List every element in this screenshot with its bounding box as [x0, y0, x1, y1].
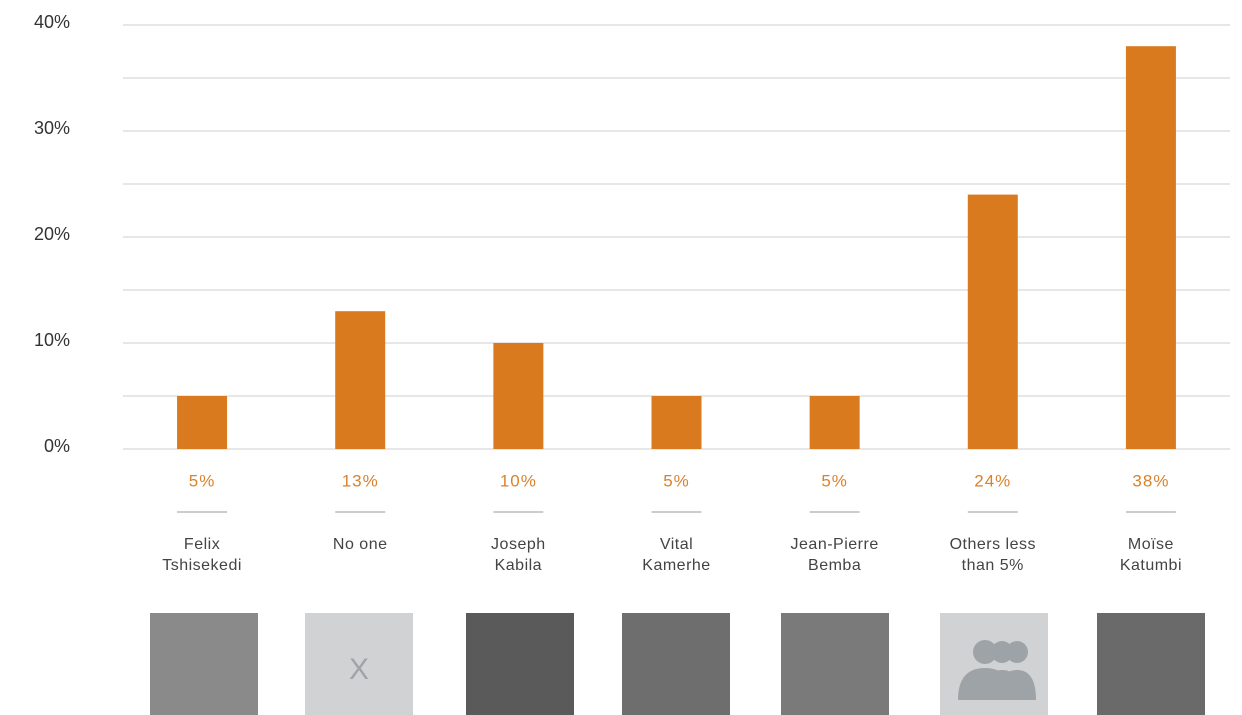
y-tick-label: 10% — [34, 330, 70, 350]
value-label: 10% — [500, 471, 537, 490]
photo — [781, 613, 889, 715]
people-icon — [958, 640, 1036, 700]
category-label: Moïse Katumbi — [1119, 536, 1183, 574]
bar — [493, 343, 544, 449]
photo — [466, 613, 574, 715]
bar — [651, 396, 702, 449]
value-label: 5% — [821, 471, 848, 490]
photo-placeholder — [305, 613, 413, 715]
photos: X — [150, 613, 1205, 715]
value-label: 13% — [342, 471, 379, 490]
category-label: Joseph Kabila — [491, 536, 546, 574]
category-label: Others less than 5% — [949, 536, 1036, 574]
category-label: Felix Tshisekedi — [162, 536, 242, 574]
photo — [1097, 613, 1205, 715]
y-tick-label: 20% — [34, 224, 70, 244]
category-label: Vital Kamerhe — [642, 536, 711, 574]
category-label: Jean-Pierre Bemba — [790, 536, 879, 574]
category-label: No one — [332, 536, 388, 553]
bar — [177, 396, 228, 449]
value-label: 5% — [663, 471, 690, 490]
y-tick-label: 40% — [34, 12, 70, 32]
bar — [809, 396, 860, 449]
bar — [967, 194, 1018, 449]
value-label: 5% — [189, 471, 216, 490]
value-label: 38% — [1132, 471, 1169, 490]
value-label: 24% — [974, 471, 1011, 490]
y-tick-label: 0% — [44, 436, 70, 456]
photo — [622, 613, 730, 715]
y-tick-label: 30% — [34, 118, 70, 138]
bar — [335, 311, 386, 449]
photo — [150, 613, 258, 715]
bar — [1125, 46, 1176, 449]
placeholder-x: X — [349, 653, 369, 686]
